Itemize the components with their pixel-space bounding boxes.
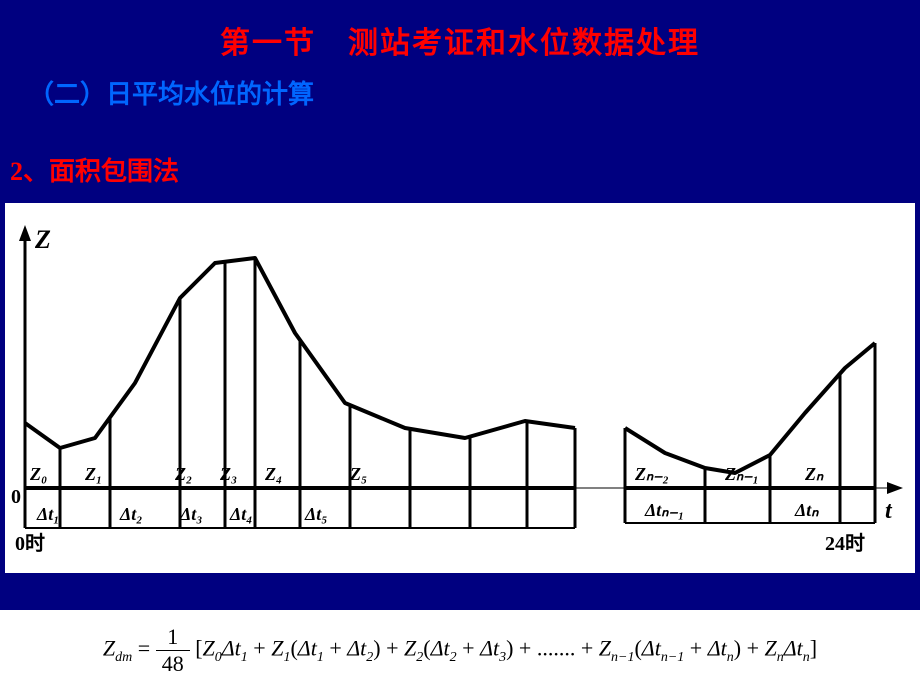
formula: Zdm = 148 [Z0Δt1 + Z1(Δt1 + Δt2) + Z2(Δt… (103, 624, 817, 677)
svg-text:Δt₅: Δt₅ (304, 504, 328, 524)
svg-text:24时: 24时 (825, 532, 865, 555)
svg-text:Δtₙ: Δtₙ (794, 500, 819, 520)
svg-text:Z: Z (34, 225, 51, 254)
svg-text:Z₀: Z₀ (29, 464, 47, 484)
svg-text:t: t (885, 498, 893, 524)
svg-text:Δt₄: Δt₄ (229, 504, 253, 524)
main-title: 第一节 测站考证和水位数据处理 (0, 0, 920, 62)
svg-text:Z₅: Z₅ (349, 464, 367, 484)
svg-text:Zₙ₋₂: Zₙ₋₂ (634, 464, 669, 484)
subtitle: （二）日平均水位的计算 (0, 74, 920, 111)
svg-text:Z₄: Z₄ (264, 464, 282, 484)
svg-text:Δtₙ₋₁: Δtₙ₋₁ (644, 500, 684, 520)
svg-text:Zₙ₋₁: Zₙ₋₁ (724, 464, 759, 484)
hydrograph-diagram: Z 0 t Z₀ Z₁ Z₂ Z₃ Z₄ Z₅ Δt₁ Δt₂ Δt₃ Δt₄ Δt₅ 0时 Zₙ₋₂ Zₙ₋₁… (5, 203, 915, 573)
svg-text:Z₁: Z₁ (84, 464, 102, 484)
svg-text:Z₃: Z₃ (219, 464, 237, 484)
method-heading: 2、面积包围法 (0, 151, 920, 188)
svg-text:Δt₂: Δt₂ (119, 504, 143, 524)
svg-text:Δt₃: Δt₃ (179, 504, 203, 524)
formula-panel: Zdm = 148 [Z0Δt1 + Z1(Δt1 + Δt2) + Z2(Δt… (0, 610, 920, 690)
svg-text:Δt₁: Δt₁ (36, 504, 60, 524)
svg-text:0时: 0时 (15, 532, 45, 555)
svg-text:0: 0 (11, 486, 21, 508)
svg-text:Z₂: Z₂ (174, 464, 192, 484)
svg-text:Zₙ: Zₙ (804, 464, 824, 484)
